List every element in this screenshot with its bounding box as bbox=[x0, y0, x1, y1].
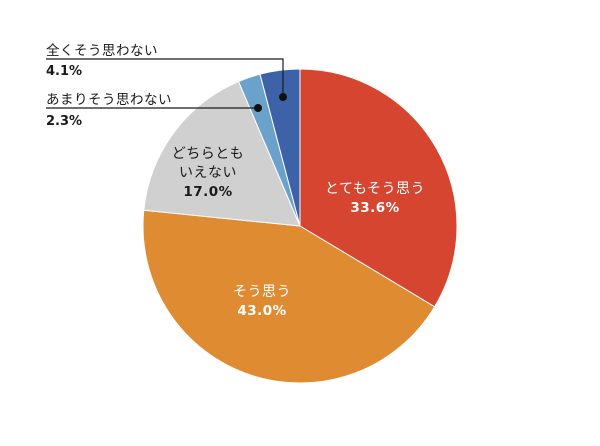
agree-line1: そう思う bbox=[233, 284, 291, 300]
pie-slice-0 bbox=[299, 68, 458, 308]
pie-slice-2 bbox=[143, 80, 301, 227]
neutral-line2: いえない bbox=[179, 165, 237, 181]
very-agree-line1: とてもそう思う bbox=[324, 181, 426, 197]
slice-label-very-agree: とてもそう思う 33.6% bbox=[325, 180, 425, 218]
leader-dot-disagree bbox=[254, 104, 262, 112]
pie-slice-4 bbox=[259, 68, 301, 227]
neutral-pct: 17.0% bbox=[183, 184, 233, 200]
pct-disagree: 2.3% bbox=[46, 114, 83, 129]
agree-pct: 43.0% bbox=[237, 303, 287, 319]
slice-label-neutral: どちらとも いえない 17.0% bbox=[172, 145, 245, 202]
pct-strongly-disagree: 4.1% bbox=[46, 64, 83, 79]
pie-slices bbox=[142, 68, 458, 384]
leader-line-strongly-disagree bbox=[46, 58, 284, 97]
neutral-line1: どちらとも bbox=[171, 146, 245, 162]
label-disagree: あまりそう思わない bbox=[46, 92, 172, 108]
very-agree-pct: 33.6% bbox=[350, 200, 400, 216]
slice-label-agree: そう思う 43.0% bbox=[233, 283, 291, 321]
label-strongly-disagree: 全くそう思わない bbox=[46, 43, 158, 59]
pie-slice-1 bbox=[142, 209, 436, 384]
leader-dot-strongly-disagree bbox=[279, 93, 287, 101]
leader-lines bbox=[46, 58, 284, 109]
